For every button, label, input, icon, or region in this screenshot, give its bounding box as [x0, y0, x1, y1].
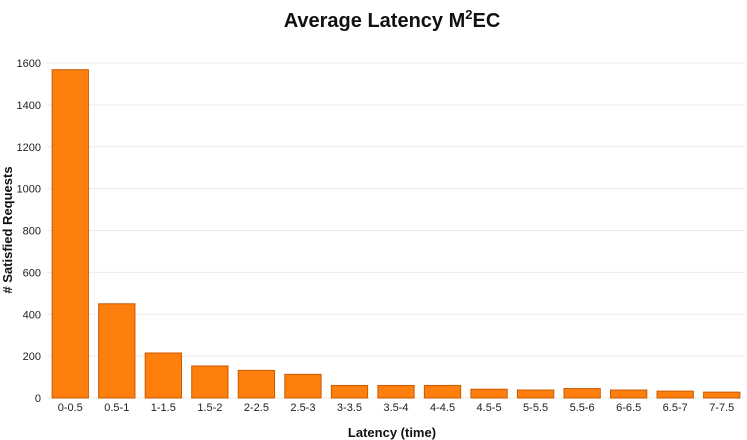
y-tick-label: 1200 — [17, 142, 41, 154]
x-tick-label: 3.5-4 — [383, 402, 408, 414]
x-tick-label: 4.5-5 — [477, 402, 502, 414]
x-tick-label: 4-4.5 — [430, 402, 455, 414]
x-tick-label: 0-0.5 — [58, 402, 83, 414]
bar-0-0.5 — [51, 69, 89, 399]
bar-6-6.5 — [610, 389, 648, 399]
x-tick-label: 5-5.5 — [523, 402, 548, 414]
chart-title-main: Average Latency M — [284, 10, 466, 32]
chart-title: Average Latency M2EC — [284, 7, 501, 32]
bar-1-1.5 — [144, 352, 182, 399]
y-tick-label: 1600 — [17, 58, 41, 70]
bar-4.5-5 — [470, 388, 508, 399]
bar-3.5-4 — [377, 384, 415, 399]
bar-7-7.5 — [703, 391, 741, 399]
bars — [51, 69, 741, 399]
y-tick-label: 800 — [23, 226, 41, 238]
y-tick-label: 400 — [23, 309, 41, 321]
x-tick-label: 6.5-7 — [663, 402, 688, 414]
y-axis-label: # Satisfied Requests — [0, 166, 15, 293]
y-tick-label: 1000 — [17, 184, 41, 196]
x-tick-label: 2-2.5 — [244, 402, 269, 414]
x-axis-ticks: 0-0.5 0.5-1 1-1.5 1.5-2 2-2.5 2.5-3 3-3.5 3.5-4… — [58, 402, 735, 414]
chart-title-superscript: 2 — [465, 7, 472, 22]
y-axis-ticks: 0 200 400 600 800 1000 1200 1400 1600 — [17, 58, 41, 405]
x-tick-label: 5.5-6 — [570, 402, 595, 414]
bar-5.5-6 — [563, 388, 601, 399]
x-tick-label: 7-7.5 — [709, 402, 734, 414]
y-tick-label: 0 — [35, 393, 41, 405]
y-tick-label: 1400 — [17, 100, 41, 112]
bar-4-4.5 — [423, 384, 462, 399]
bar-2.5-3 — [284, 373, 322, 399]
bar-1.5-2 — [191, 365, 229, 399]
x-tick-label: 1-1.5 — [151, 402, 176, 414]
gridlines — [47, 62, 745, 399]
chart-title-suffix: EC — [473, 10, 501, 32]
bar-0.5-1 — [98, 303, 136, 399]
bar-6.5-7 — [656, 390, 694, 399]
x-axis-label: Latency (time) — [348, 425, 436, 440]
y-tick-label: 600 — [23, 267, 41, 279]
x-tick-label: 1.5-2 — [197, 402, 222, 414]
bar-2-2.5 — [237, 369, 276, 399]
x-tick-label: 2.5-3 — [290, 402, 315, 414]
bar-5-5.5 — [516, 389, 555, 399]
x-tick-label: 3-3.5 — [337, 402, 362, 414]
y-tick-label: 200 — [23, 351, 41, 363]
bar-3-3.5 — [330, 384, 369, 399]
x-tick-label: 6-6.5 — [616, 402, 641, 414]
x-tick-label: 0.5-1 — [104, 402, 129, 414]
